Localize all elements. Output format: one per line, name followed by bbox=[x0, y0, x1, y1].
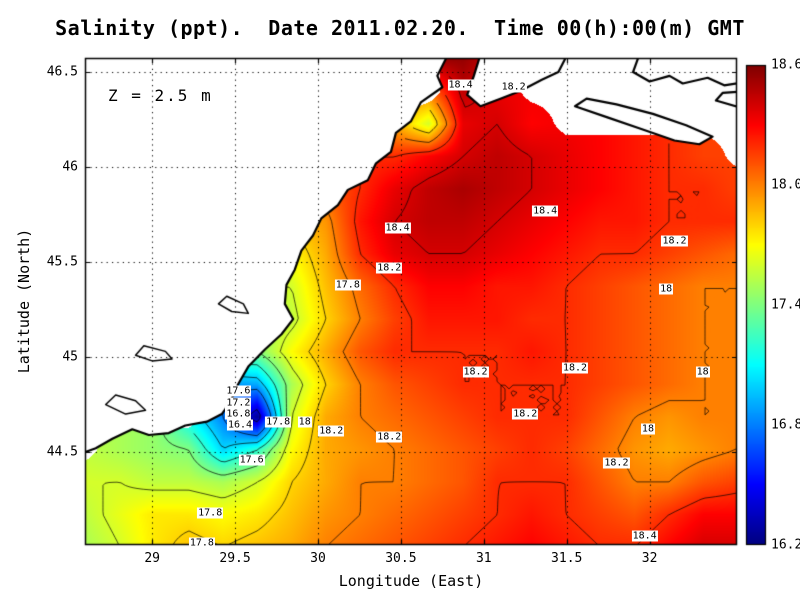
contour-label: 18 bbox=[297, 416, 312, 428]
y-axis-label: Latitude (North) bbox=[15, 228, 33, 374]
contour-label: 17.8 bbox=[334, 279, 361, 291]
x-tick-label: 31.5 bbox=[551, 551, 583, 566]
contour-label: 18.4 bbox=[532, 205, 559, 217]
figure-title: Salinity (ppt). Date 2011.02.20. Time 00… bbox=[55, 16, 745, 40]
contour-label: 18.2 bbox=[376, 431, 403, 443]
contour-label: 17.8 bbox=[188, 537, 215, 549]
contour-label: 18.2 bbox=[462, 366, 489, 378]
contour-label: 18.2 bbox=[500, 81, 527, 93]
contour-label: 17.2 bbox=[225, 397, 252, 409]
contour-label: 17.6 bbox=[238, 454, 265, 466]
contour-label: 16.8 bbox=[225, 408, 252, 420]
colorbar-tick-label: 18.6 bbox=[771, 57, 800, 73]
contour-label: 18.2 bbox=[561, 362, 589, 374]
x-tick-label: 30.5 bbox=[385, 551, 417, 566]
contour-label: 18 bbox=[640, 423, 655, 435]
colorbar-tick-label: 17.4 bbox=[771, 297, 800, 313]
contour-label: 18.4 bbox=[447, 79, 474, 91]
y-tick-label: 46 bbox=[62, 159, 78, 175]
contour-label: 18 bbox=[695, 366, 710, 378]
contour-label: 18.2 bbox=[661, 235, 688, 247]
contour-label: 17.6 bbox=[225, 385, 252, 397]
x-axis-label: Longitude (East) bbox=[338, 572, 484, 590]
x-tick-label: 31 bbox=[475, 551, 492, 566]
colorbar-tick-label: 16.8 bbox=[771, 417, 800, 433]
x-tick-label: 29.5 bbox=[219, 551, 251, 566]
contour-label: 18.2 bbox=[603, 457, 630, 469]
contour-label: 18.2 bbox=[376, 262, 403, 274]
x-tick-label: 32 bbox=[641, 551, 658, 566]
x-tick-label: 30 bbox=[310, 551, 326, 566]
contour-label: 18.2 bbox=[512, 408, 539, 420]
colorbar-tick-label: 18.0 bbox=[771, 177, 800, 193]
contour-label: 18 bbox=[659, 283, 674, 295]
contour-label: 17.8 bbox=[265, 416, 292, 428]
x-tick-label: 29 bbox=[144, 551, 160, 566]
contour-label: 18.4 bbox=[631, 530, 658, 542]
colorbar-tick-label: 16.2 bbox=[771, 537, 800, 553]
y-tick-label: 45 bbox=[62, 349, 78, 365]
contour-label: 18.4 bbox=[384, 222, 411, 234]
contour-label: 18.2 bbox=[318, 425, 345, 437]
y-tick-label: 44.5 bbox=[46, 444, 78, 460]
depth-annotation: Z = 2.5 m bbox=[108, 86, 213, 105]
y-tick-label: 46.5 bbox=[46, 64, 78, 80]
contour-label: 17.8 bbox=[197, 507, 224, 519]
contour-label: 16.4 bbox=[226, 419, 254, 431]
y-tick-label: 45.5 bbox=[46, 254, 78, 270]
